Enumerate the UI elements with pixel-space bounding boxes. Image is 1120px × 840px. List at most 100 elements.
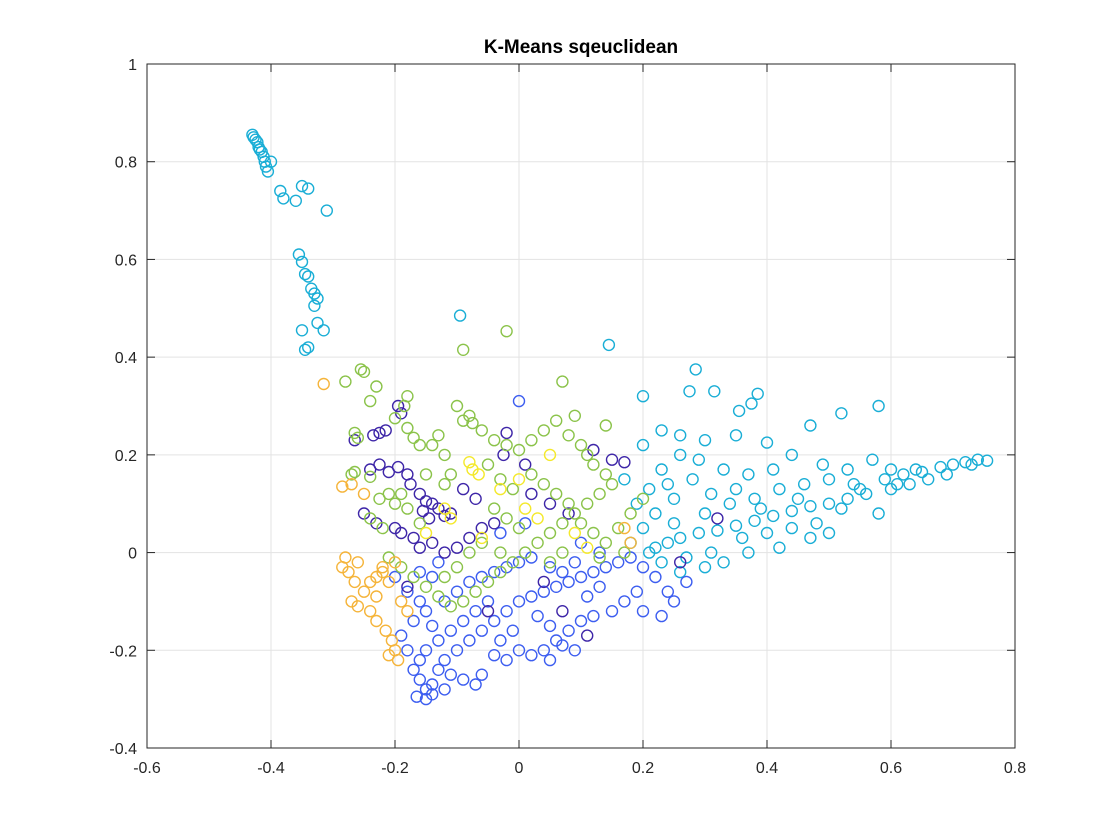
data-point — [667, 595, 681, 608]
data-point — [674, 556, 687, 569]
data-point — [379, 624, 392, 637]
data-point — [494, 482, 507, 496]
data-point — [407, 531, 420, 545]
data-point — [426, 619, 439, 633]
data-point — [581, 590, 594, 603]
data-point — [419, 605, 433, 618]
data-point — [816, 458, 829, 471]
data-point — [382, 649, 395, 662]
data-point — [711, 512, 724, 525]
data-point — [419, 692, 433, 706]
data-point — [413, 595, 426, 608]
data-point — [419, 580, 433, 593]
data-point — [543, 653, 557, 667]
data-point — [395, 595, 408, 608]
data-point — [438, 448, 451, 462]
data-point — [649, 570, 662, 584]
data-point — [419, 468, 433, 481]
data-point — [370, 380, 383, 393]
data-point — [413, 653, 426, 667]
data-point — [742, 468, 755, 481]
data-point — [506, 482, 519, 496]
data-point — [636, 492, 650, 505]
data-point — [655, 463, 668, 476]
data-point — [506, 624, 519, 637]
data-point — [388, 497, 402, 510]
data-point — [339, 375, 352, 388]
data-point — [488, 517, 501, 530]
data-point — [661, 585, 674, 598]
chart-title: K-Means sqeuclidean — [484, 37, 678, 58]
data-point — [494, 634, 507, 647]
data-point — [593, 546, 606, 559]
data-point — [556, 517, 569, 530]
data-point — [804, 500, 817, 513]
data-point — [419, 526, 433, 540]
data-point — [655, 424, 668, 437]
data-point — [705, 487, 718, 501]
x-tick-label: -0.6 — [133, 760, 161, 777]
data-point — [717, 463, 730, 476]
data-point — [512, 521, 526, 535]
data-point — [568, 556, 581, 569]
data-point — [388, 412, 402, 425]
data-point — [506, 556, 519, 569]
data-point — [302, 270, 315, 283]
data-point — [401, 421, 414, 435]
data-point — [494, 546, 507, 559]
data-point — [605, 453, 619, 466]
data-point — [599, 536, 612, 549]
data-point — [488, 565, 501, 579]
data-point — [348, 465, 361, 479]
data-point — [618, 521, 631, 535]
data-point — [453, 309, 467, 322]
data-point — [599, 468, 612, 481]
data-point — [785, 504, 798, 518]
data-point — [934, 460, 947, 474]
series-1 — [388, 394, 693, 706]
data-point — [748, 514, 761, 527]
data-point — [562, 624, 575, 637]
data-point — [556, 546, 569, 559]
y-tick-label: 0.4 — [115, 350, 137, 367]
data-point — [729, 519, 743, 532]
x-tick-label: -0.4 — [257, 760, 285, 777]
data-point — [438, 653, 451, 667]
data-point — [643, 546, 656, 559]
data-point — [466, 416, 479, 430]
data-point — [531, 536, 544, 549]
data-point — [422, 512, 436, 525]
data-point — [581, 541, 594, 554]
data-point — [717, 556, 730, 569]
data-point — [444, 512, 457, 525]
axes-background — [147, 64, 1015, 748]
data-point — [395, 629, 408, 642]
data-point — [364, 512, 377, 525]
data-point — [311, 316, 324, 330]
data-point — [835, 407, 848, 420]
data-point — [274, 184, 287, 198]
data-point — [432, 634, 445, 647]
data-point — [370, 590, 383, 603]
data-point — [593, 580, 606, 593]
data-point — [500, 605, 513, 618]
data-point — [469, 585, 482, 598]
data-point — [587, 526, 600, 540]
data-point — [373, 458, 386, 471]
data-point — [698, 561, 712, 574]
x-tick-label: 0.4 — [756, 760, 778, 777]
data-point — [556, 639, 569, 652]
data-point — [289, 194, 302, 208]
data-point — [624, 536, 637, 549]
data-point — [407, 570, 420, 584]
data-point — [469, 492, 482, 505]
data-point — [357, 365, 371, 378]
data-point — [519, 502, 532, 515]
data-point — [773, 541, 786, 554]
data-point — [364, 463, 377, 476]
data-point — [568, 644, 581, 657]
data-point — [922, 473, 935, 486]
data-point — [686, 473, 699, 486]
data-point — [438, 478, 451, 491]
